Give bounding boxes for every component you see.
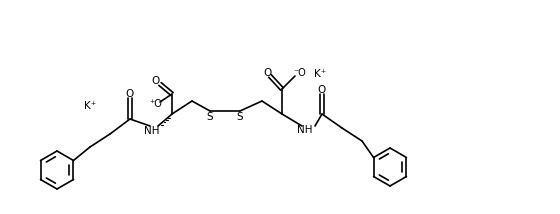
Text: ⁻O: ⁻O (293, 68, 306, 78)
Text: K⁺: K⁺ (84, 101, 96, 111)
Text: S: S (207, 112, 213, 122)
Text: O: O (263, 68, 271, 78)
Text: S: S (237, 112, 243, 122)
Text: NH: NH (297, 125, 312, 135)
Text: O: O (126, 89, 134, 99)
Text: O: O (318, 85, 326, 95)
Text: NH: NH (144, 126, 160, 136)
Text: K⁺: K⁺ (314, 69, 326, 79)
Text: O: O (152, 76, 160, 86)
Text: ⁺O: ⁺O (150, 99, 162, 109)
